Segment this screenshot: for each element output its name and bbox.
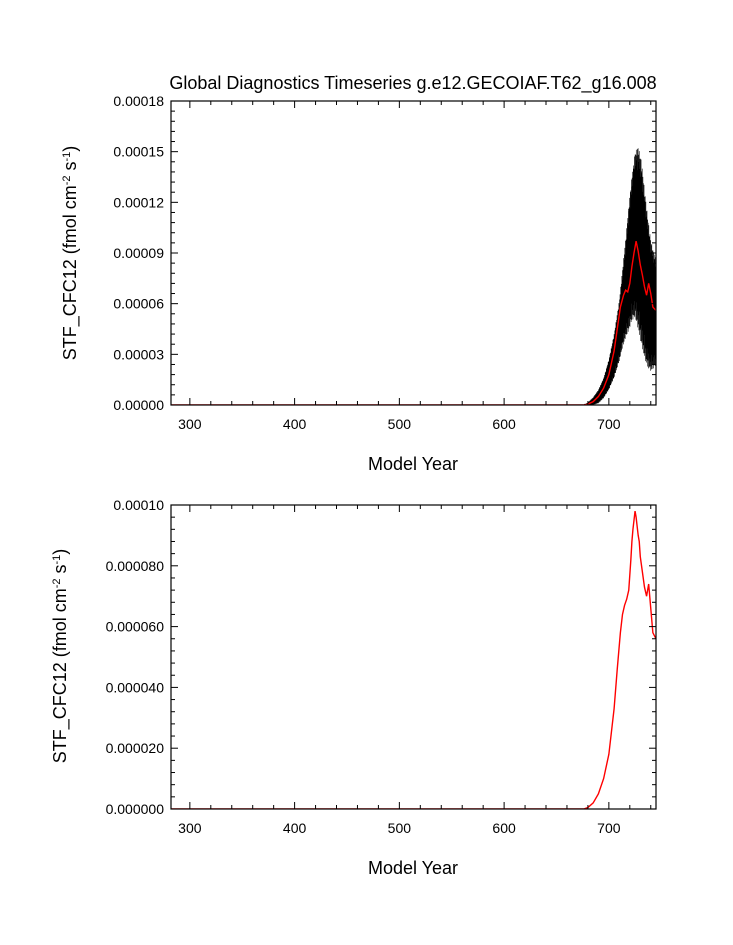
bottom-y-tick-label: 0.000020: [106, 740, 165, 756]
top-x-tick-label: 500: [388, 416, 412, 432]
bottom-y-axis-label: STF_CFC12 (fmol cm-2 s-1): [50, 549, 71, 764]
top-y-tick-label: 0.00018: [113, 93, 164, 109]
top-series-1-mean-line: [171, 241, 656, 405]
bottom-x-tick-label: 500: [388, 820, 412, 836]
bottom-x-tick-label: 400: [283, 820, 307, 836]
bottom-y-tick-label: 0.000080: [106, 558, 165, 574]
top-plot-frame: [170, 100, 657, 406]
top-x-tick-label: 700: [597, 416, 621, 432]
bottom-plot-area: [171, 510, 656, 809]
top-chart-panel: 300 400 500 600 700 0.00000 0.00003 0.00006 0.00…: [113, 93, 657, 432]
bottom-chart-panel: 300 400 500 600 700 0.000000 0.000020 0.000040 0…: [106, 497, 657, 836]
bottom-x-tick-label: 700: [597, 820, 621, 836]
top-x-tick-label: 600: [492, 416, 516, 432]
top-y-tick-label: 0.00006: [113, 296, 164, 312]
bottom-series-0-mean-line: [171, 510, 656, 809]
chart-title: Global Diagnostics Timeseries g.e12.GECO…: [169, 73, 656, 94]
top-x-tick-label: 400: [283, 416, 307, 432]
bottom-y-tick-label: 0.00010: [113, 497, 164, 513]
top-plot-area: [171, 148, 656, 405]
bottom-x-tick-label: 300: [178, 820, 202, 836]
bottom-x-tick-label: 600: [492, 820, 516, 836]
top-y-tick-label: 0.00012: [113, 194, 164, 210]
top-y-tick-label: 0.00000: [113, 397, 164, 413]
top-y-tick-label: 0.00015: [113, 144, 164, 160]
bottom-x-axis-label: Model Year: [368, 858, 458, 878]
top-y-axis-label: STF_CFC12 (fmol cm-2 s-1): [60, 146, 81, 361]
top-y-tick-label: 0.00009: [113, 245, 164, 261]
top-x-axis-label: Model Year: [368, 454, 458, 474]
top-y-tick-label: 0.00003: [113, 346, 164, 362]
top-x-tick-label: 300: [178, 416, 202, 432]
bottom-y-tick-label: 0.000060: [106, 619, 165, 635]
bottom-y-tick-label: 0.000000: [106, 801, 165, 817]
bottom-plot-frame: [170, 504, 657, 810]
bottom-y-tick-label: 0.000040: [106, 679, 165, 695]
top-series-0-monthly-line: [171, 148, 656, 405]
